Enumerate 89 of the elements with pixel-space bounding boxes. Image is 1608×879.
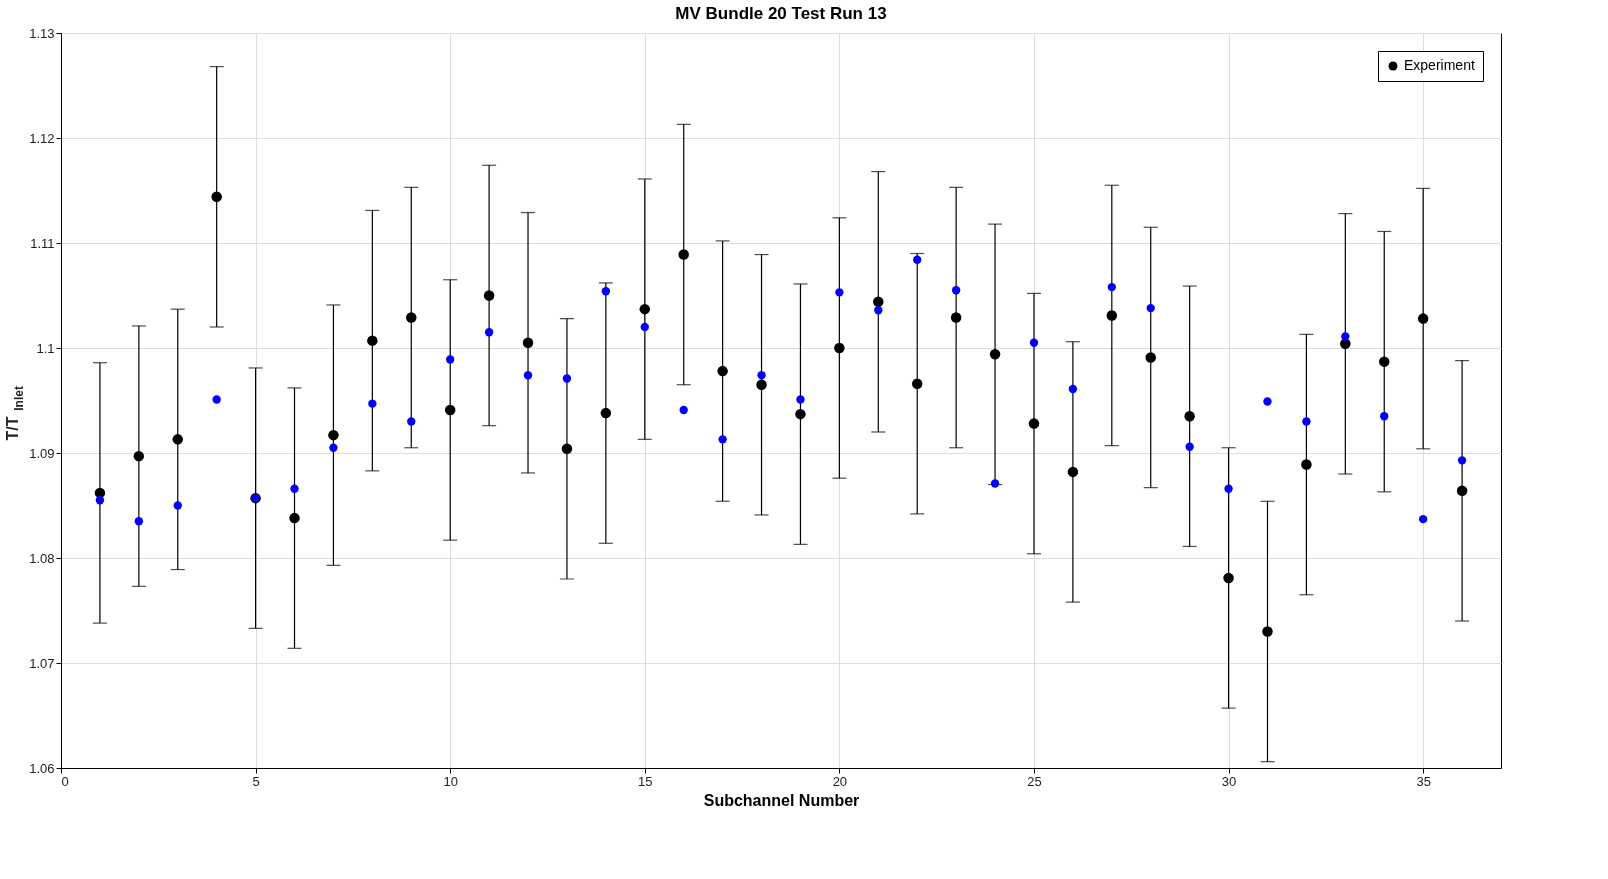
- point: [640, 322, 649, 332]
- point: [874, 306, 883, 315]
- point: [561, 443, 573, 455]
- point: [756, 379, 767, 390]
- point: [795, 408, 806, 420]
- y-tick-label: 1.12: [29, 130, 55, 146]
- point: [133, 450, 145, 462]
- point: [1146, 303, 1155, 313]
- point: [834, 342, 845, 354]
- x-tick-label: 25: [1027, 773, 1042, 789]
- point: [1224, 484, 1233, 493]
- point: [329, 443, 338, 452]
- point: [211, 191, 222, 203]
- point: [1107, 282, 1116, 292]
- point: [290, 484, 299, 493]
- point: [444, 404, 456, 416]
- point: [796, 395, 805, 404]
- y-tick-label: 1.07: [29, 655, 55, 671]
- point: [1106, 310, 1118, 321]
- point: [1185, 442, 1194, 451]
- point: [522, 337, 534, 348]
- x-tick-label: 0: [61, 773, 69, 789]
- point: [1379, 356, 1390, 367]
- point: [406, 312, 417, 323]
- y-tick-label: 1.11: [30, 235, 55, 251]
- point: [172, 434, 183, 445]
- point: [989, 349, 1001, 360]
- point: [913, 255, 922, 264]
- point: [1029, 338, 1039, 347]
- legend-label: Experiment: [1404, 57, 1475, 73]
- point: [679, 405, 688, 415]
- point: [1028, 418, 1040, 429]
- point: [289, 512, 300, 524]
- point: [1145, 352, 1156, 363]
- point: [911, 378, 923, 389]
- x-tick-label: 15: [638, 773, 653, 789]
- point: [950, 312, 962, 323]
- point: [446, 355, 455, 364]
- point: [1223, 572, 1234, 584]
- point: [1380, 412, 1389, 421]
- point: [1417, 313, 1429, 324]
- y-tick-label: 1.06: [29, 760, 55, 776]
- point: [95, 496, 105, 505]
- point: [328, 429, 339, 441]
- point: [1418, 514, 1428, 524]
- point: [1301, 459, 1312, 470]
- point: [951, 286, 961, 295]
- y-tick-label: 1.09: [29, 445, 55, 461]
- point: [483, 290, 495, 301]
- point: [835, 288, 844, 297]
- x-tick-label: 20: [832, 773, 848, 789]
- point: [757, 371, 766, 380]
- point: [134, 517, 144, 526]
- point: [1068, 384, 1078, 394]
- point: [1456, 485, 1468, 497]
- x-tick-label: 30: [1221, 773, 1237, 789]
- x-axis-title: Subchannel Number: [703, 791, 860, 809]
- x-tick-label: 35: [1416, 773, 1431, 789]
- point: [1067, 466, 1079, 478]
- y-axis-title: T/TInlet: [4, 386, 26, 441]
- point: [484, 328, 494, 337]
- point: [367, 335, 378, 346]
- point: [873, 296, 884, 308]
- point: [718, 435, 727, 444]
- x-tick-label: 5: [252, 773, 260, 789]
- point: [1263, 397, 1272, 406]
- point: [639, 303, 651, 315]
- y-tick-label: 1.1: [36, 340, 55, 356]
- point: [1457, 456, 1467, 465]
- point: [94, 487, 106, 499]
- point: [562, 374, 572, 383]
- point: [600, 407, 612, 419]
- y-tick-label: 1.13: [29, 25, 55, 41]
- point: [678, 249, 689, 260]
- point: [523, 371, 533, 380]
- point: [368, 399, 377, 408]
- y-tick-label: 1.08: [29, 550, 55, 566]
- point: [601, 287, 611, 296]
- point: [1341, 332, 1350, 341]
- x-tick-label: 10: [443, 773, 458, 789]
- point: [1302, 417, 1311, 426]
- point: [173, 501, 182, 510]
- point: [990, 479, 1000, 488]
- point: [212, 395, 221, 404]
- chart-title: MV Bundle 20 Test Run 13: [675, 4, 887, 23]
- point: [407, 417, 416, 426]
- point: [717, 365, 728, 377]
- point: [1262, 626, 1273, 637]
- point: [1184, 411, 1195, 422]
